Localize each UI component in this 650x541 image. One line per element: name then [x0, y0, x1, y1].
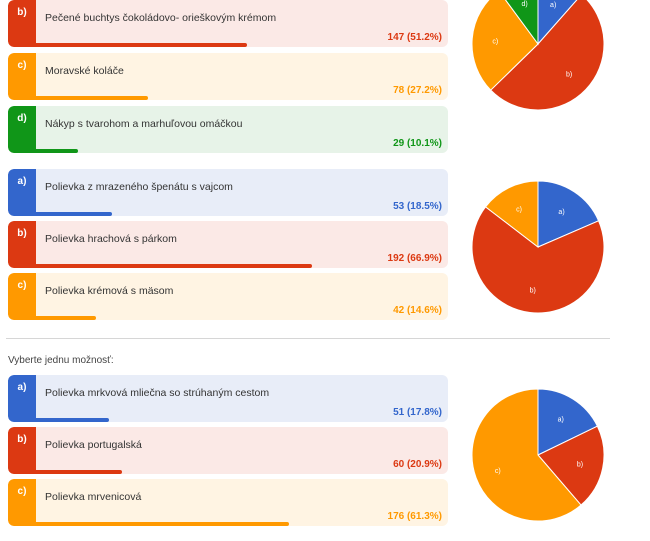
- pie-chart: a) b) c): [471, 388, 605, 522]
- option-letter-tab: [8, 479, 36, 526]
- option-letter-tab: [8, 273, 36, 320]
- option-bar: [36, 316, 97, 320]
- section-divider: [6, 338, 610, 339]
- option-label: Polievka hrachová s párkom: [45, 233, 177, 245]
- option-bar: [36, 43, 247, 47]
- option-bar: [36, 149, 78, 153]
- pie-slice-c: [471, 388, 582, 522]
- pie-chart: a) b) c) d): [471, 0, 605, 111]
- option-label: Polievka krémová s mäsom: [45, 285, 174, 297]
- option-row: c) Polievka krémová s mäsom 42 (14.6%): [8, 273, 448, 320]
- option-row: c) Moravské koláče 78 (27.2%): [8, 53, 448, 100]
- option-row: c) Polievka mrvenicová 176 (61.3%): [8, 479, 448, 526]
- option-row: b) Polievka portugalská 60 (20.9%): [8, 427, 448, 474]
- option-row: a) Polievka mrkvová mliečna so strúhaným…: [8, 375, 448, 422]
- pie-slice-label: c): [492, 38, 498, 45]
- pie-slice-label: b): [577, 462, 583, 469]
- option-letter: c): [17, 486, 27, 497]
- option-label: Polievka mrkvová mliečna so strúhaným ce…: [45, 387, 270, 399]
- pie-slice-label: b): [530, 288, 536, 295]
- option-letter-tab: [8, 169, 36, 216]
- pie-slice-b: [471, 206, 605, 314]
- pie-slice-label: b): [566, 72, 572, 79]
- pie-slice-c: [471, 0, 539, 91]
- pie-slice-d: [504, 0, 539, 46]
- option-label: Polievka mrvenicová: [45, 491, 142, 503]
- option-row: b) Pečené buchtys čokoládovo- orieškovým…: [8, 0, 448, 47]
- option-letter: c): [17, 280, 27, 291]
- option-count: 147 (51.2%): [387, 32, 442, 43]
- option-letter: a): [17, 176, 27, 187]
- option-label: Polievka z mrazeného špenátu s vajcom: [45, 181, 233, 193]
- option-label: Polievka portugalská: [45, 439, 142, 451]
- option-count: 29 (10.1%): [393, 138, 442, 149]
- option-bar: [36, 470, 123, 474]
- option-count: 53 (18.5%): [393, 201, 442, 212]
- pie-slice-label: c): [516, 207, 522, 214]
- option-letter-tab: [8, 53, 36, 100]
- option-label: Moravské koláče: [45, 65, 124, 77]
- question-prompt: Vyberte jednu možnosť:: [8, 355, 114, 366]
- option-count: 51 (17.8%): [393, 407, 442, 418]
- pie-slice-b: [537, 425, 605, 506]
- pie-slice-a: [537, 388, 599, 456]
- option-count: 192 (66.9%): [387, 253, 442, 264]
- option-bar: [36, 212, 113, 216]
- pie-slice-label: a): [558, 417, 564, 424]
- option-count: 60 (20.9%): [393, 459, 442, 470]
- option-letter-tab: [8, 221, 36, 268]
- option-bar: [36, 96, 149, 100]
- pie-slice-c: [484, 180, 539, 249]
- option-letter-tab: [8, 375, 36, 422]
- pie-chart: a) b) c): [471, 180, 605, 314]
- pie-slice-label: a): [558, 209, 564, 216]
- option-row: b) Polievka hrachová s párkom 192 (66.9%…: [8, 221, 448, 268]
- option-letter-tab: [8, 0, 36, 47]
- option-count: 42 (14.6%): [393, 305, 442, 316]
- pie-slice-label: a): [550, 2, 556, 9]
- option-count: 176 (61.3%): [387, 511, 442, 522]
- pie-slice-a: [537, 180, 600, 248]
- option-letter: a): [17, 382, 27, 393]
- pie-slice-b: [490, 0, 605, 111]
- option-label: Pečené buchtys čokoládovo- orieškovým kr…: [45, 12, 277, 24]
- option-letter-tab: [8, 106, 36, 153]
- option-row: d) Nákyp s tvarohom a marhuľovou omáčkou…: [8, 106, 448, 153]
- option-bar: [36, 264, 312, 268]
- option-letter: b): [17, 228, 27, 239]
- pie-slice-label: d): [521, 1, 527, 8]
- option-bar: [36, 418, 110, 422]
- option-letter: b): [17, 7, 27, 18]
- option-count: 78 (27.2%): [393, 85, 442, 96]
- option-letter: c): [17, 60, 27, 71]
- pie-slice-label: c): [495, 468, 501, 475]
- option-letter: b): [17, 434, 27, 445]
- option-letter: d): [17, 113, 27, 124]
- option-label: Nákyp s tvarohom a marhuľovou omáčkou: [45, 118, 243, 130]
- option-bar: [36, 522, 289, 526]
- option-row: a) Polievka z mrazeného špenátu s vajcom…: [8, 169, 448, 216]
- pie-slice-a: [537, 0, 578, 46]
- option-letter-tab: [8, 427, 36, 474]
